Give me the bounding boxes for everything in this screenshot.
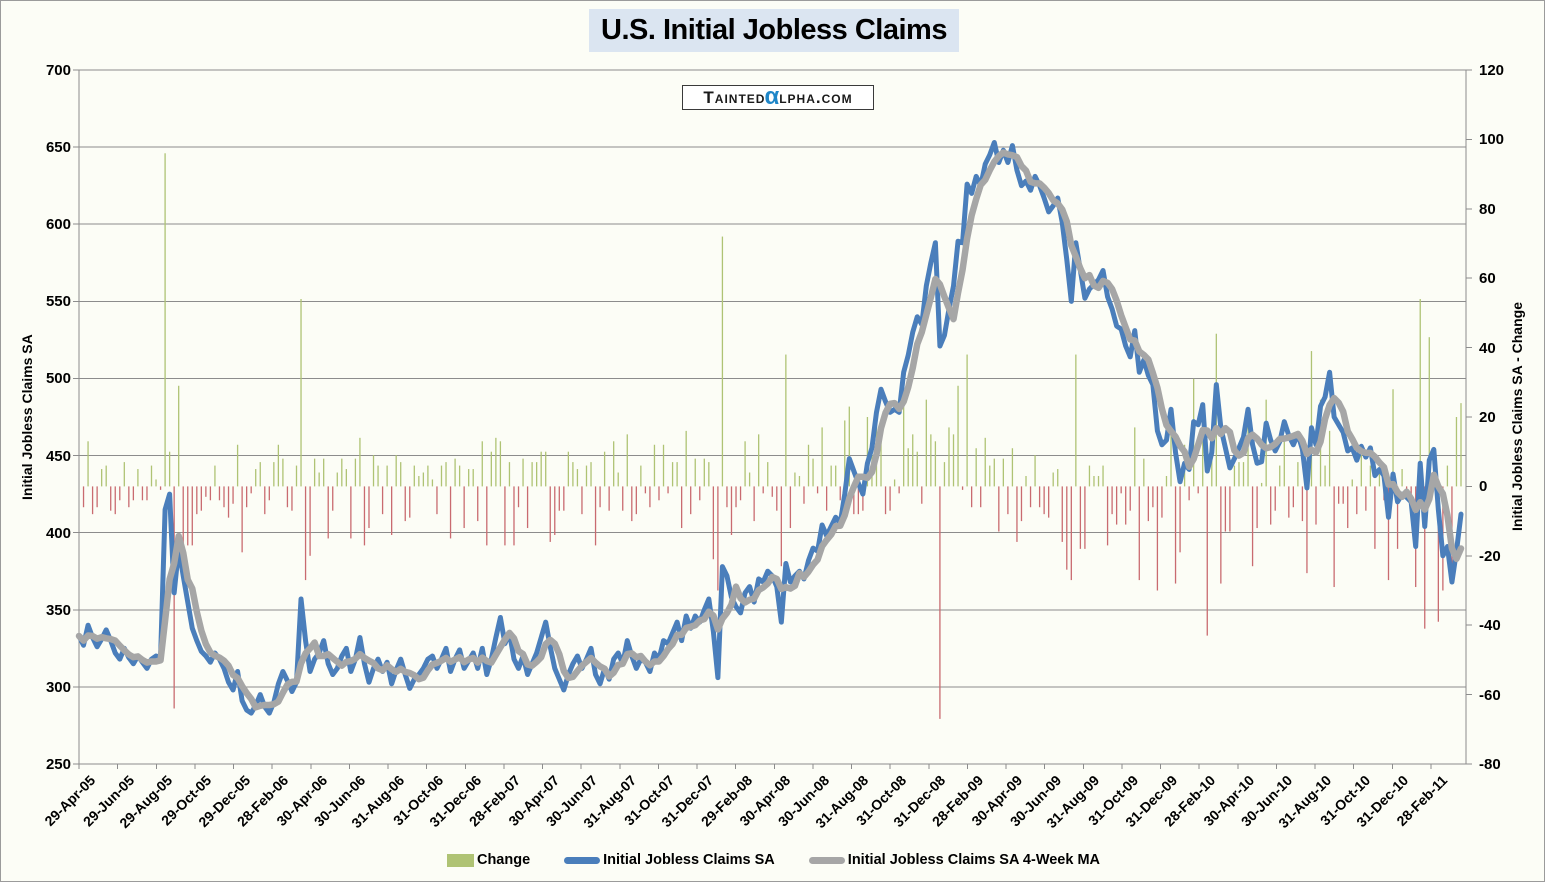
claims-sa-4wk-ma-line — [75, 149, 1465, 711]
page-title: U.S. Initial Jobless Claims — [589, 9, 959, 52]
y-right-tick-label: -20 — [1479, 547, 1501, 565]
chart-title-text: U.S. Initial Jobless Claims — [601, 14, 947, 46]
legend-label-claims-ma: Initial Jobless Claims SA 4-Week MA — [847, 852, 1101, 868]
y-left-tick-label: 700 — [45, 62, 71, 79]
y-left-tick-label: 450 — [45, 447, 71, 465]
y-right-tick-label: 0 — [1479, 478, 1488, 496]
watermark-taintedalpha: Tainted α lpha.com — [682, 82, 874, 110]
claims-line-swatch-icon — [564, 856, 601, 864]
y-left-tick-label: 400 — [45, 524, 71, 542]
legend-item-change: Change — [446, 852, 531, 868]
y-left-tick-label: 550 — [45, 293, 71, 311]
y-left-tick-label: 300 — [45, 678, 71, 696]
legend-item-claims-ma: Initial Jobless Claims SA 4-Week MA — [808, 852, 1101, 868]
legend-label-claims-sa: Initial Jobless Claims SA — [603, 852, 775, 868]
ma-line-swatch-icon — [808, 856, 845, 864]
y-right-tick-label: -40 — [1479, 617, 1501, 635]
y-right-tick-label: 80 — [1479, 200, 1496, 218]
legend: Change Initial Jobless Claims SA Initial… — [1, 846, 1544, 874]
y-left-tick-label: 650 — [45, 139, 71, 157]
y-left-tick-label: 350 — [45, 601, 71, 619]
y-right-tick-label: 100 — [1479, 131, 1505, 149]
watermark-suffix: lpha.com — [779, 88, 853, 107]
legend-item-claims-sa: Initial Jobless Claims SA — [564, 852, 775, 868]
legend-label-change: Change — [476, 852, 531, 868]
change-swatch-icon — [446, 853, 474, 867]
y-left-tick-label: 250 — [45, 756, 71, 773]
y-right-tick-label: -80 — [1479, 756, 1501, 773]
alpha-icon: α — [764, 82, 781, 110]
y-right-tick-label: 60 — [1479, 270, 1496, 288]
y-left-tick-label: 500 — [45, 370, 71, 388]
claims-sa-line — [76, 139, 1464, 716]
y-right-tick-label: 120 — [1479, 62, 1505, 79]
y-right-tick-label: 20 — [1479, 409, 1496, 426]
watermark-prefix: Tainted — [703, 88, 766, 107]
y-right-tick-label: 40 — [1479, 339, 1496, 357]
y-left-tick-label: 600 — [45, 216, 71, 234]
y-right-tick-label: -60 — [1479, 686, 1501, 704]
